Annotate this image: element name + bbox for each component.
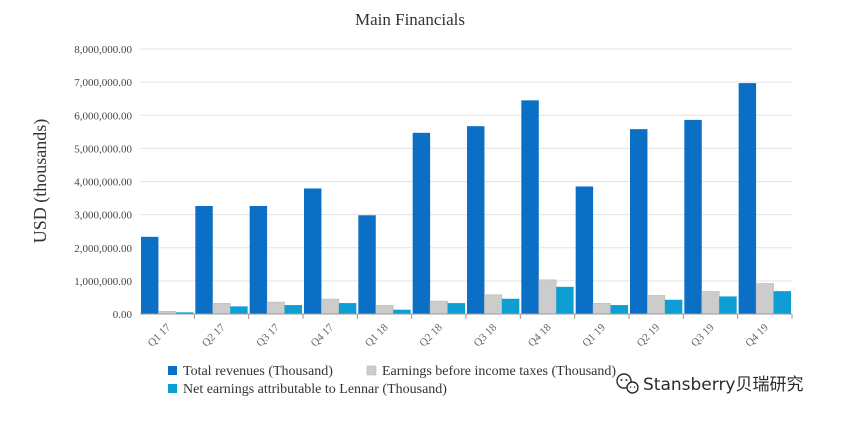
legend-item-2: Net earnings attributable to Lennar (Tho… <box>168 382 447 397</box>
x-tick-label-7: Q4 18 <box>526 321 554 349</box>
bar-0-8 <box>575 186 594 314</box>
x-axis <box>140 313 793 319</box>
bar-series <box>141 83 791 315</box>
x-tick-label-9: Q2 19 <box>635 321 663 349</box>
series-0 <box>141 83 757 315</box>
watermark-text: Stansberry贝瑞研究 <box>643 375 804 395</box>
x-tick-label-4: Q1 18 <box>363 321 391 349</box>
bar-0-9 <box>630 129 648 314</box>
bar-1-4 <box>375 305 394 315</box>
grid-lines <box>140 48 792 282</box>
x-tick-label-1: Q2 17 <box>200 321 228 349</box>
y-tick-label-1: 1,000,000.00 <box>74 276 132 288</box>
bar-0-0 <box>141 236 159 314</box>
bar-0-7 <box>521 100 539 314</box>
bar-1-5 <box>429 300 448 315</box>
bar-2-2 <box>284 305 302 314</box>
bar-0-5 <box>412 132 431 314</box>
bar-2-6 <box>501 298 520 314</box>
bar-0-11 <box>738 83 757 315</box>
bar-0-2 <box>249 206 268 314</box>
chart-title: Main Financials <box>355 10 465 29</box>
bar-1-1 <box>212 303 231 315</box>
bar-1-9 <box>647 295 666 315</box>
y-tick-label-5: 5,000,000.00 <box>74 143 132 155</box>
bar-2-9 <box>664 299 683 314</box>
bar-2-11 <box>773 291 791 314</box>
y-tick-label-2: 2,000,000.00 <box>74 243 132 255</box>
bar-1-10 <box>701 291 720 315</box>
y-tick-label-3: 3,000,000.00 <box>74 210 132 222</box>
bar-1-6 <box>484 294 503 315</box>
x-axis-ticks: Q1 17 Q2 17 Q3 17 Q4 17 Q1 18 Q2 18 Q3 18 Q4 18… <box>146 321 772 349</box>
bar-0-1 <box>195 206 213 314</box>
wechat-icon <box>616 373 639 394</box>
legend-label-0: Total revenues (Thousand) <box>183 364 333 379</box>
bar-2-3 <box>338 303 357 314</box>
x-tick-label-10: Q3 19 <box>689 321 717 349</box>
bar-0-4 <box>358 215 376 314</box>
bar-0-3 <box>304 188 322 314</box>
legend-swatch-1 <box>366 365 377 376</box>
legend-item-0: Total revenues (Thousand) <box>168 364 333 379</box>
legend-label-1: Earnings before income taxes (Thousand) <box>382 364 616 379</box>
bar-1-2 <box>266 301 285 315</box>
x-tick-label-11: Q4 19 <box>743 321 771 349</box>
legend-label-2: Net earnings attributable to Lennar (Tho… <box>183 382 447 397</box>
y-tick-label-8: 8,000,000.00 <box>74 44 132 56</box>
x-tick-label-0: Q1 17 <box>146 321 174 349</box>
series-1 <box>158 279 774 315</box>
legend-swatch-2 <box>168 384 177 393</box>
bar-1-7 <box>538 279 557 315</box>
bar-2-5 <box>447 303 465 314</box>
series-2 <box>175 286 791 314</box>
x-tick-label-3: Q4 17 <box>309 321 337 349</box>
x-tick-label-8: Q1 19 <box>580 321 608 349</box>
x-tick-label-6: Q3 18 <box>472 321 500 349</box>
bar-2-1 <box>230 306 248 314</box>
bar-1-8 <box>592 303 611 315</box>
x-tick-label-5: Q2 18 <box>417 321 445 349</box>
bar-2-0 <box>175 312 194 314</box>
watermark: Stansberry贝瑞研究 <box>616 373 804 395</box>
legend-item-1: Earnings before income taxes (Thousand) <box>366 364 616 379</box>
chart-legend: Total revenues (Thousand) Earnings before… <box>168 364 616 397</box>
y-tick-label-6: 6,000,000.00 <box>74 110 132 122</box>
bar-1-11 <box>755 283 774 315</box>
bar-1-3 <box>321 298 340 315</box>
bar-2-7 <box>556 286 574 314</box>
bar-2-8 <box>610 305 628 314</box>
legend-swatch-0 <box>168 366 177 375</box>
y-axis-label: USD (thousands) <box>30 119 51 244</box>
bar-0-6 <box>467 126 485 315</box>
y-axis-ticks: 0.00 1,000,000.00 2,000,000.00 3,000,000.00… <box>74 44 132 321</box>
bar-2-4 <box>393 309 411 314</box>
y-tick-label-4: 4,000,000.00 <box>74 177 132 189</box>
y-tick-label-0: 0.00 <box>113 309 133 321</box>
x-tick-label-2: Q3 17 <box>254 321 282 349</box>
bar-2-10 <box>719 296 737 314</box>
y-tick-label-7: 7,000,000.00 <box>74 77 132 89</box>
bar-0-10 <box>684 119 702 314</box>
